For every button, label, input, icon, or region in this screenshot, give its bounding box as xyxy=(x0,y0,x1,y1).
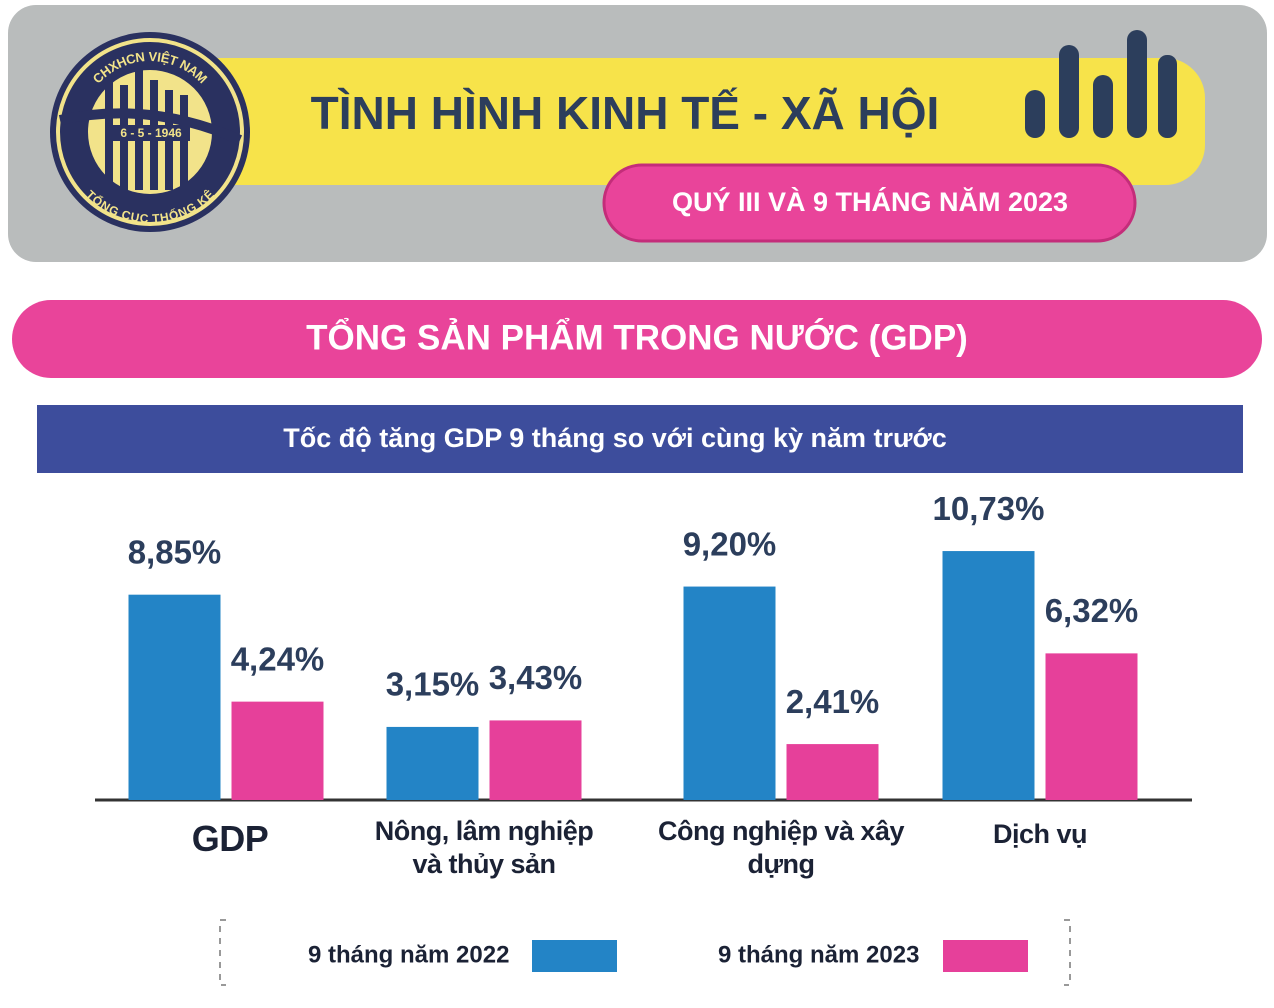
section-banner xyxy=(12,300,1262,378)
title-band xyxy=(180,58,1205,185)
value-label: 6,32% xyxy=(1045,592,1139,629)
value-label: 10,73% xyxy=(933,490,1045,527)
category-label: Công nghiệp và xây dựng xyxy=(657,816,905,879)
value-label: 3,43% xyxy=(489,659,583,696)
bar xyxy=(231,701,324,800)
category-label: Nông, lâm nghiệp và thủy sản xyxy=(374,816,594,879)
header-subtitle: QUÝ III VÀ 9 THÁNG NĂM 2023 xyxy=(672,186,1068,217)
legend-label: 9 tháng năm 2022 xyxy=(308,941,509,968)
chart-title-band xyxy=(37,405,1243,473)
subtitle-pill xyxy=(602,163,1137,243)
value-label: 3,15% xyxy=(386,666,480,703)
logo-date: 6 - 5 - 1946 xyxy=(120,126,182,140)
section-title: TỔNG SẢN PHẨM TRONG NƯỚC (GDP) xyxy=(306,317,968,357)
category-label: Dịch vụ xyxy=(992,819,1088,849)
bar xyxy=(386,726,479,800)
bar-icon xyxy=(1025,30,1177,138)
chart-title: Tốc độ tăng GDP 9 tháng so với cùng kỳ n… xyxy=(283,423,947,453)
legend-frame xyxy=(219,919,1071,986)
bar xyxy=(489,720,582,800)
legend-swatch xyxy=(943,940,1028,972)
legend-label: 9 tháng năm 2023 xyxy=(718,941,919,968)
bar xyxy=(786,744,879,800)
bar xyxy=(128,594,221,800)
category-label: GDP xyxy=(191,818,269,859)
header-title: TÌNH HÌNH KINH TẾ - XÃ HỘI xyxy=(311,87,940,139)
value-label: 9,20% xyxy=(683,525,777,562)
bar xyxy=(1045,653,1138,800)
logo: CHXHCN VIỆT NAM 6 - 5 - 1946 TỔNG CỤC TH… xyxy=(50,32,250,232)
value-label: 4,24% xyxy=(231,640,325,677)
legend-swatch xyxy=(532,940,617,972)
value-label: 2,41% xyxy=(786,683,880,720)
value-label: 8,85% xyxy=(128,533,222,570)
bar xyxy=(683,586,776,800)
bar xyxy=(942,551,1035,800)
